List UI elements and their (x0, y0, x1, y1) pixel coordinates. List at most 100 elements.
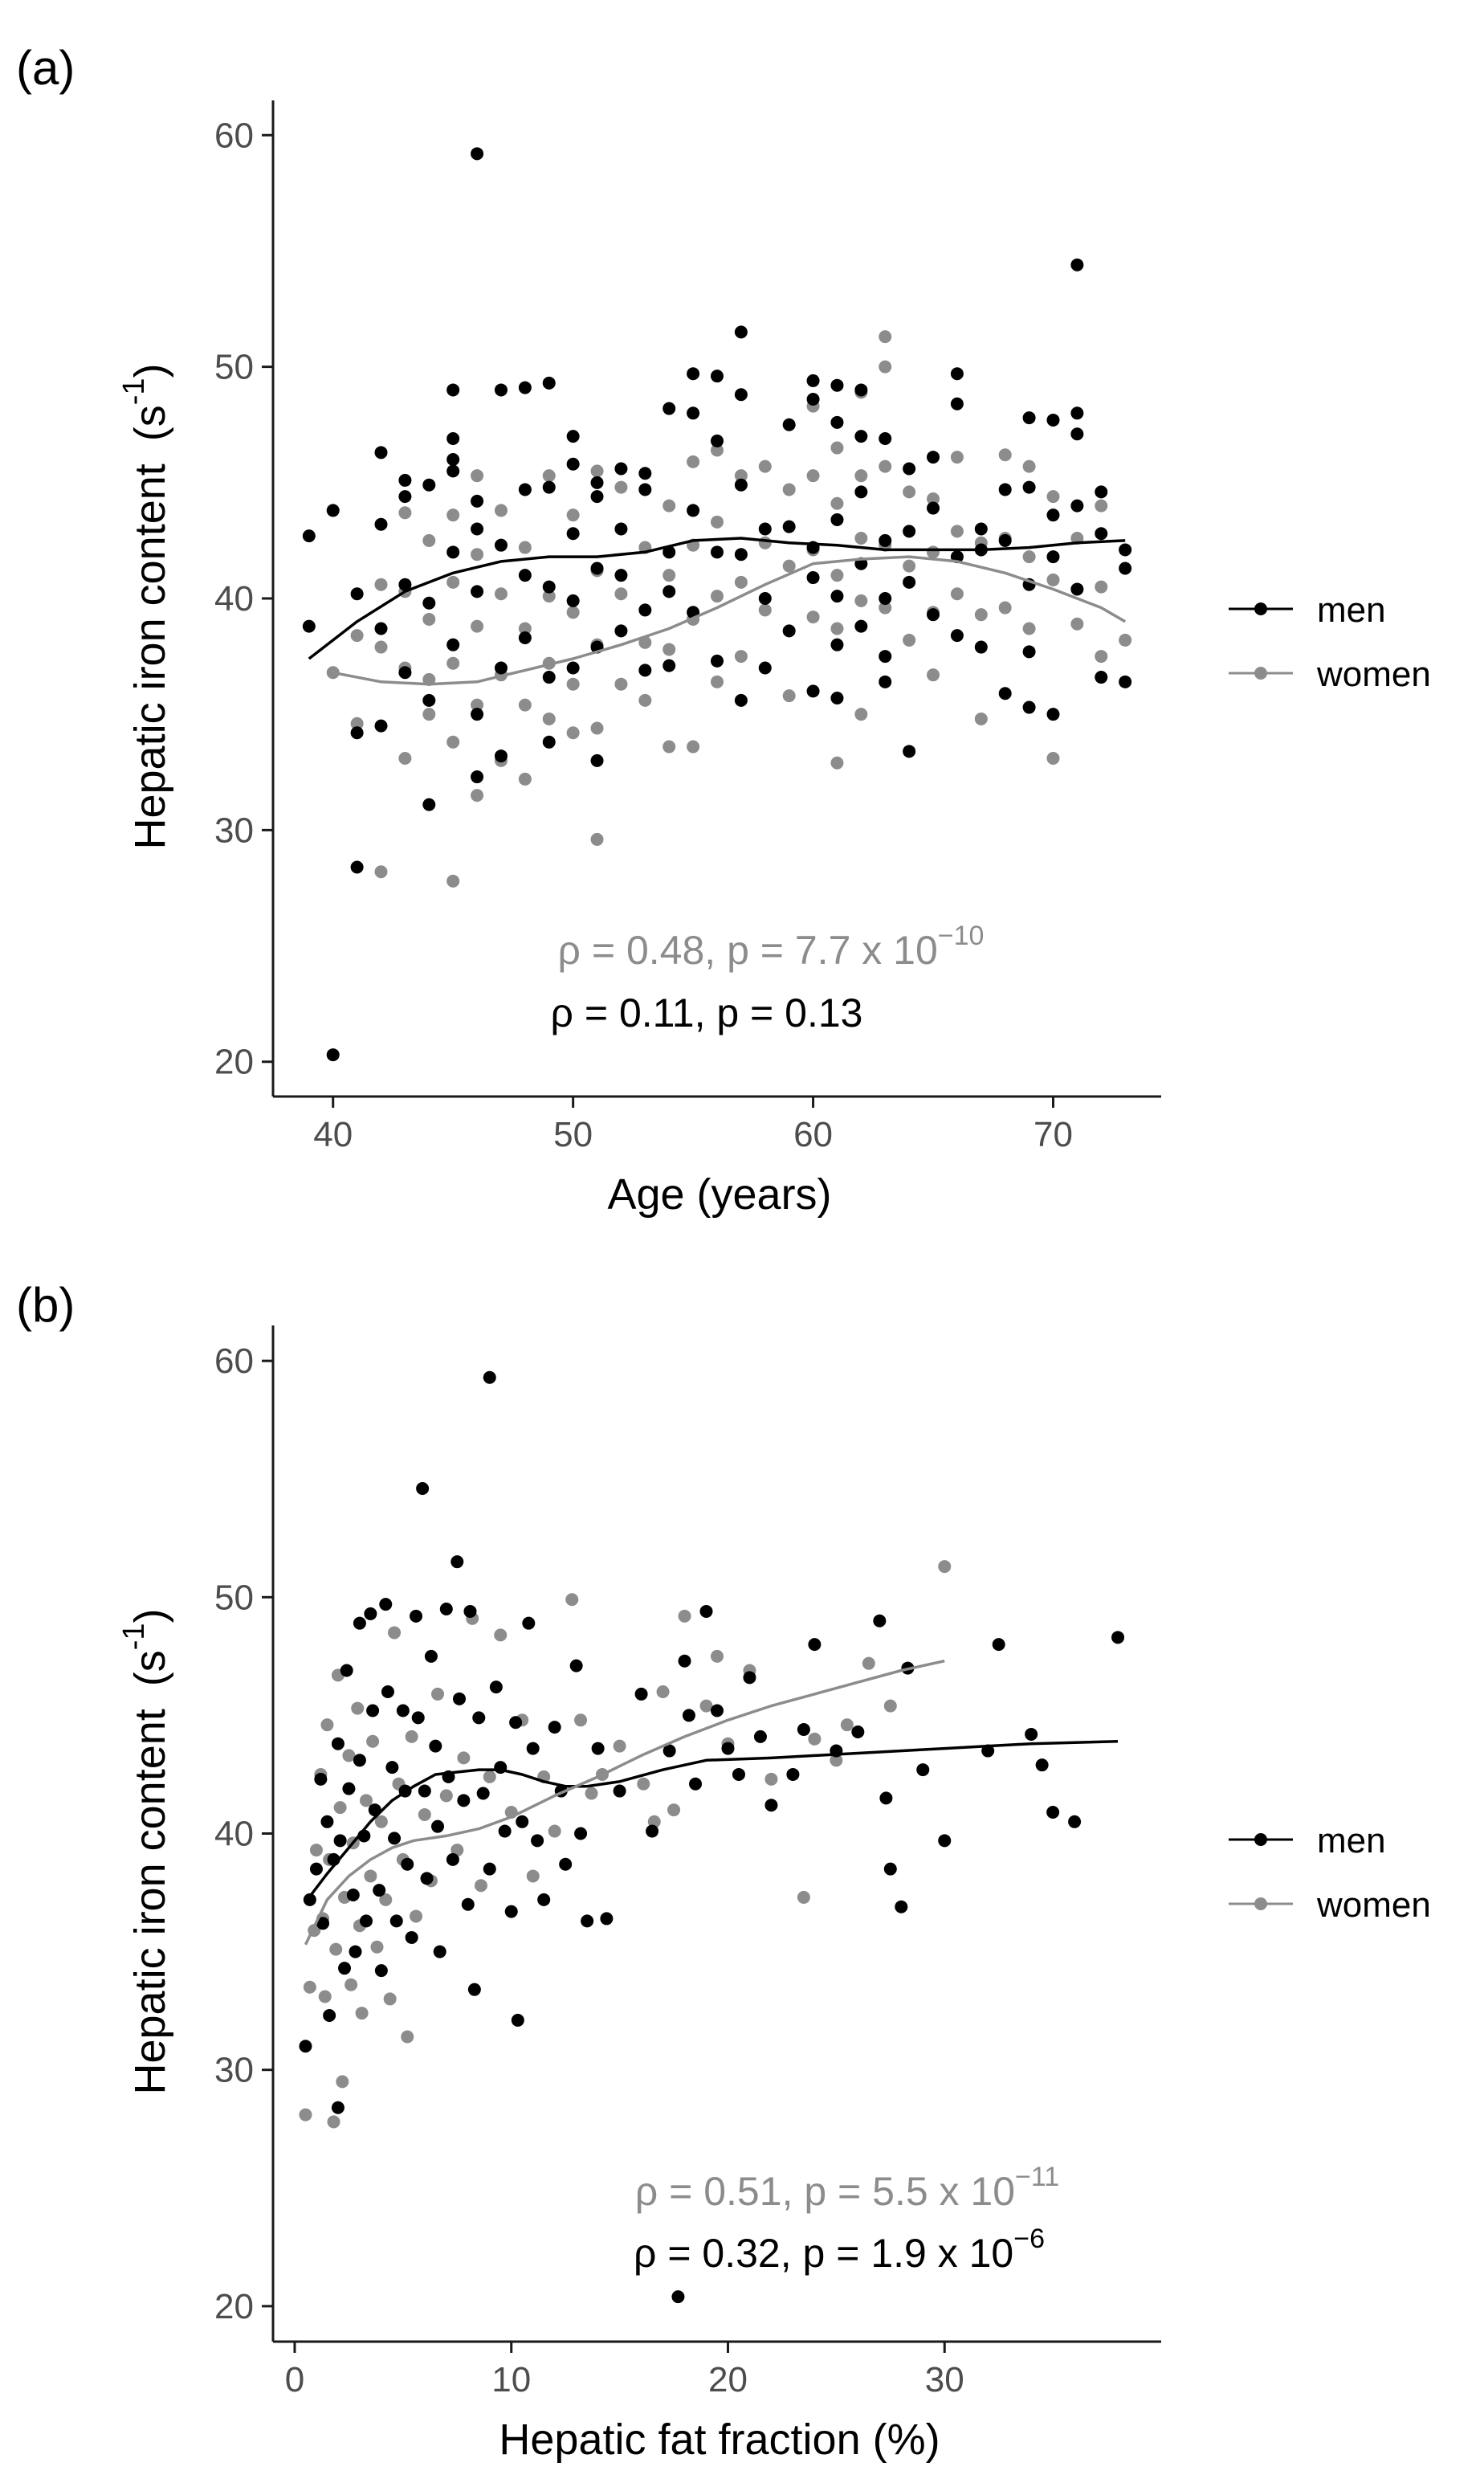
point-women (518, 698, 532, 712)
point-men (385, 1761, 399, 1774)
y-tick-label: 60 (214, 1342, 254, 1381)
point-men (879, 675, 892, 688)
legend-marker-women (1254, 667, 1267, 680)
panel-b: (b) 0 10 20 30 20 30 40 50 60 Hepatic fat fract… (16, 1278, 1431, 2464)
point-men (299, 2040, 312, 2053)
point-men (903, 745, 916, 758)
point-men (350, 860, 364, 874)
rho-value: 0.48 (626, 928, 704, 973)
point-men (398, 578, 412, 591)
smooth-line-men (308, 537, 1126, 660)
point-women (711, 675, 724, 688)
point-men (518, 569, 532, 582)
point-men (734, 693, 748, 707)
point-men (614, 624, 628, 638)
point-women (614, 480, 628, 494)
point-men (699, 1604, 713, 1618)
point-men (340, 1664, 353, 1677)
point-men (429, 1739, 442, 1753)
point-men (309, 1862, 323, 1876)
point-men (498, 1824, 512, 1838)
point-women (327, 2115, 340, 2129)
point-men (879, 533, 892, 547)
point-men (457, 1794, 471, 1807)
point-men (537, 1893, 551, 1906)
point-women (518, 772, 532, 786)
point-women (950, 587, 964, 601)
point-women (518, 622, 532, 635)
point-men (1070, 427, 1084, 441)
point-women (383, 1992, 397, 2006)
point-men (1095, 671, 1108, 684)
point-men (504, 1905, 518, 1918)
point-men (350, 587, 364, 601)
point-women (590, 464, 604, 478)
point-women (364, 1869, 377, 1883)
point-women (854, 532, 868, 545)
point-men (873, 1614, 887, 1627)
legend-label-women: women (1316, 655, 1431, 694)
point-women (678, 1609, 691, 1623)
point-women (374, 1815, 388, 1828)
plot-area (299, 1370, 1125, 2304)
point-men (526, 1742, 540, 1755)
point-men (542, 735, 556, 749)
point-women (401, 2030, 414, 2044)
x-axis-label: Hepatic fat fraction (%) (499, 2416, 940, 2464)
point-women (422, 708, 436, 721)
point-men (662, 1744, 676, 1758)
point-women (613, 1739, 626, 1753)
x-ticks: 40 50 60 70 (313, 1097, 1073, 1154)
point-women (336, 2075, 349, 2089)
annotation-women: ρ = 0.48, p = 7.7 x 10−10 (558, 921, 985, 973)
point-women (854, 594, 868, 607)
point-men (401, 1857, 414, 1871)
point-men (1035, 1758, 1049, 1772)
point-men (471, 147, 484, 161)
point-women (758, 459, 772, 473)
point-men (483, 1862, 496, 1876)
point-women (398, 751, 412, 765)
point-women (318, 1990, 332, 2003)
point-men (734, 548, 748, 562)
point-women (662, 740, 676, 753)
smooth-line-men (304, 1740, 1119, 1903)
point-men (416, 1481, 430, 1495)
point-men (467, 1983, 481, 1996)
point-men (389, 1914, 403, 1928)
svg-text:ρ = 0.11, p = 0.13: ρ = 0.11, p = 0.13 (551, 990, 863, 1035)
point-women (309, 1844, 323, 1857)
point-men (1046, 1806, 1060, 1819)
point-men (950, 629, 964, 643)
point-women (862, 1656, 875, 1670)
point-men (574, 1827, 588, 1840)
point-women (808, 1732, 822, 1746)
point-men (590, 490, 604, 504)
point-women (927, 668, 940, 682)
point-men (671, 2290, 685, 2304)
point-men (471, 522, 484, 536)
point-men (518, 483, 532, 496)
data-points (299, 1370, 1125, 2304)
point-women (374, 578, 388, 591)
point-men (854, 430, 868, 443)
point-men (374, 719, 388, 733)
point-men (830, 638, 844, 651)
point-women (1095, 499, 1108, 513)
point-men (687, 367, 700, 381)
point-women (366, 1734, 380, 1748)
point-men (422, 596, 436, 610)
y-axis-label: Hepatic iron content(s-1) (117, 363, 174, 849)
y-axis-label-main: Hepatic iron content (126, 464, 174, 849)
point-men (374, 1964, 388, 1978)
point-men (398, 473, 412, 487)
point-men (614, 522, 628, 536)
point-men (422, 693, 436, 707)
point-men (879, 432, 892, 446)
smooth-line-women (332, 555, 1127, 686)
point-men (758, 661, 772, 675)
point-women (542, 469, 556, 483)
point-men (476, 1787, 490, 1800)
point-men (316, 1917, 330, 1930)
point-men (446, 464, 460, 478)
